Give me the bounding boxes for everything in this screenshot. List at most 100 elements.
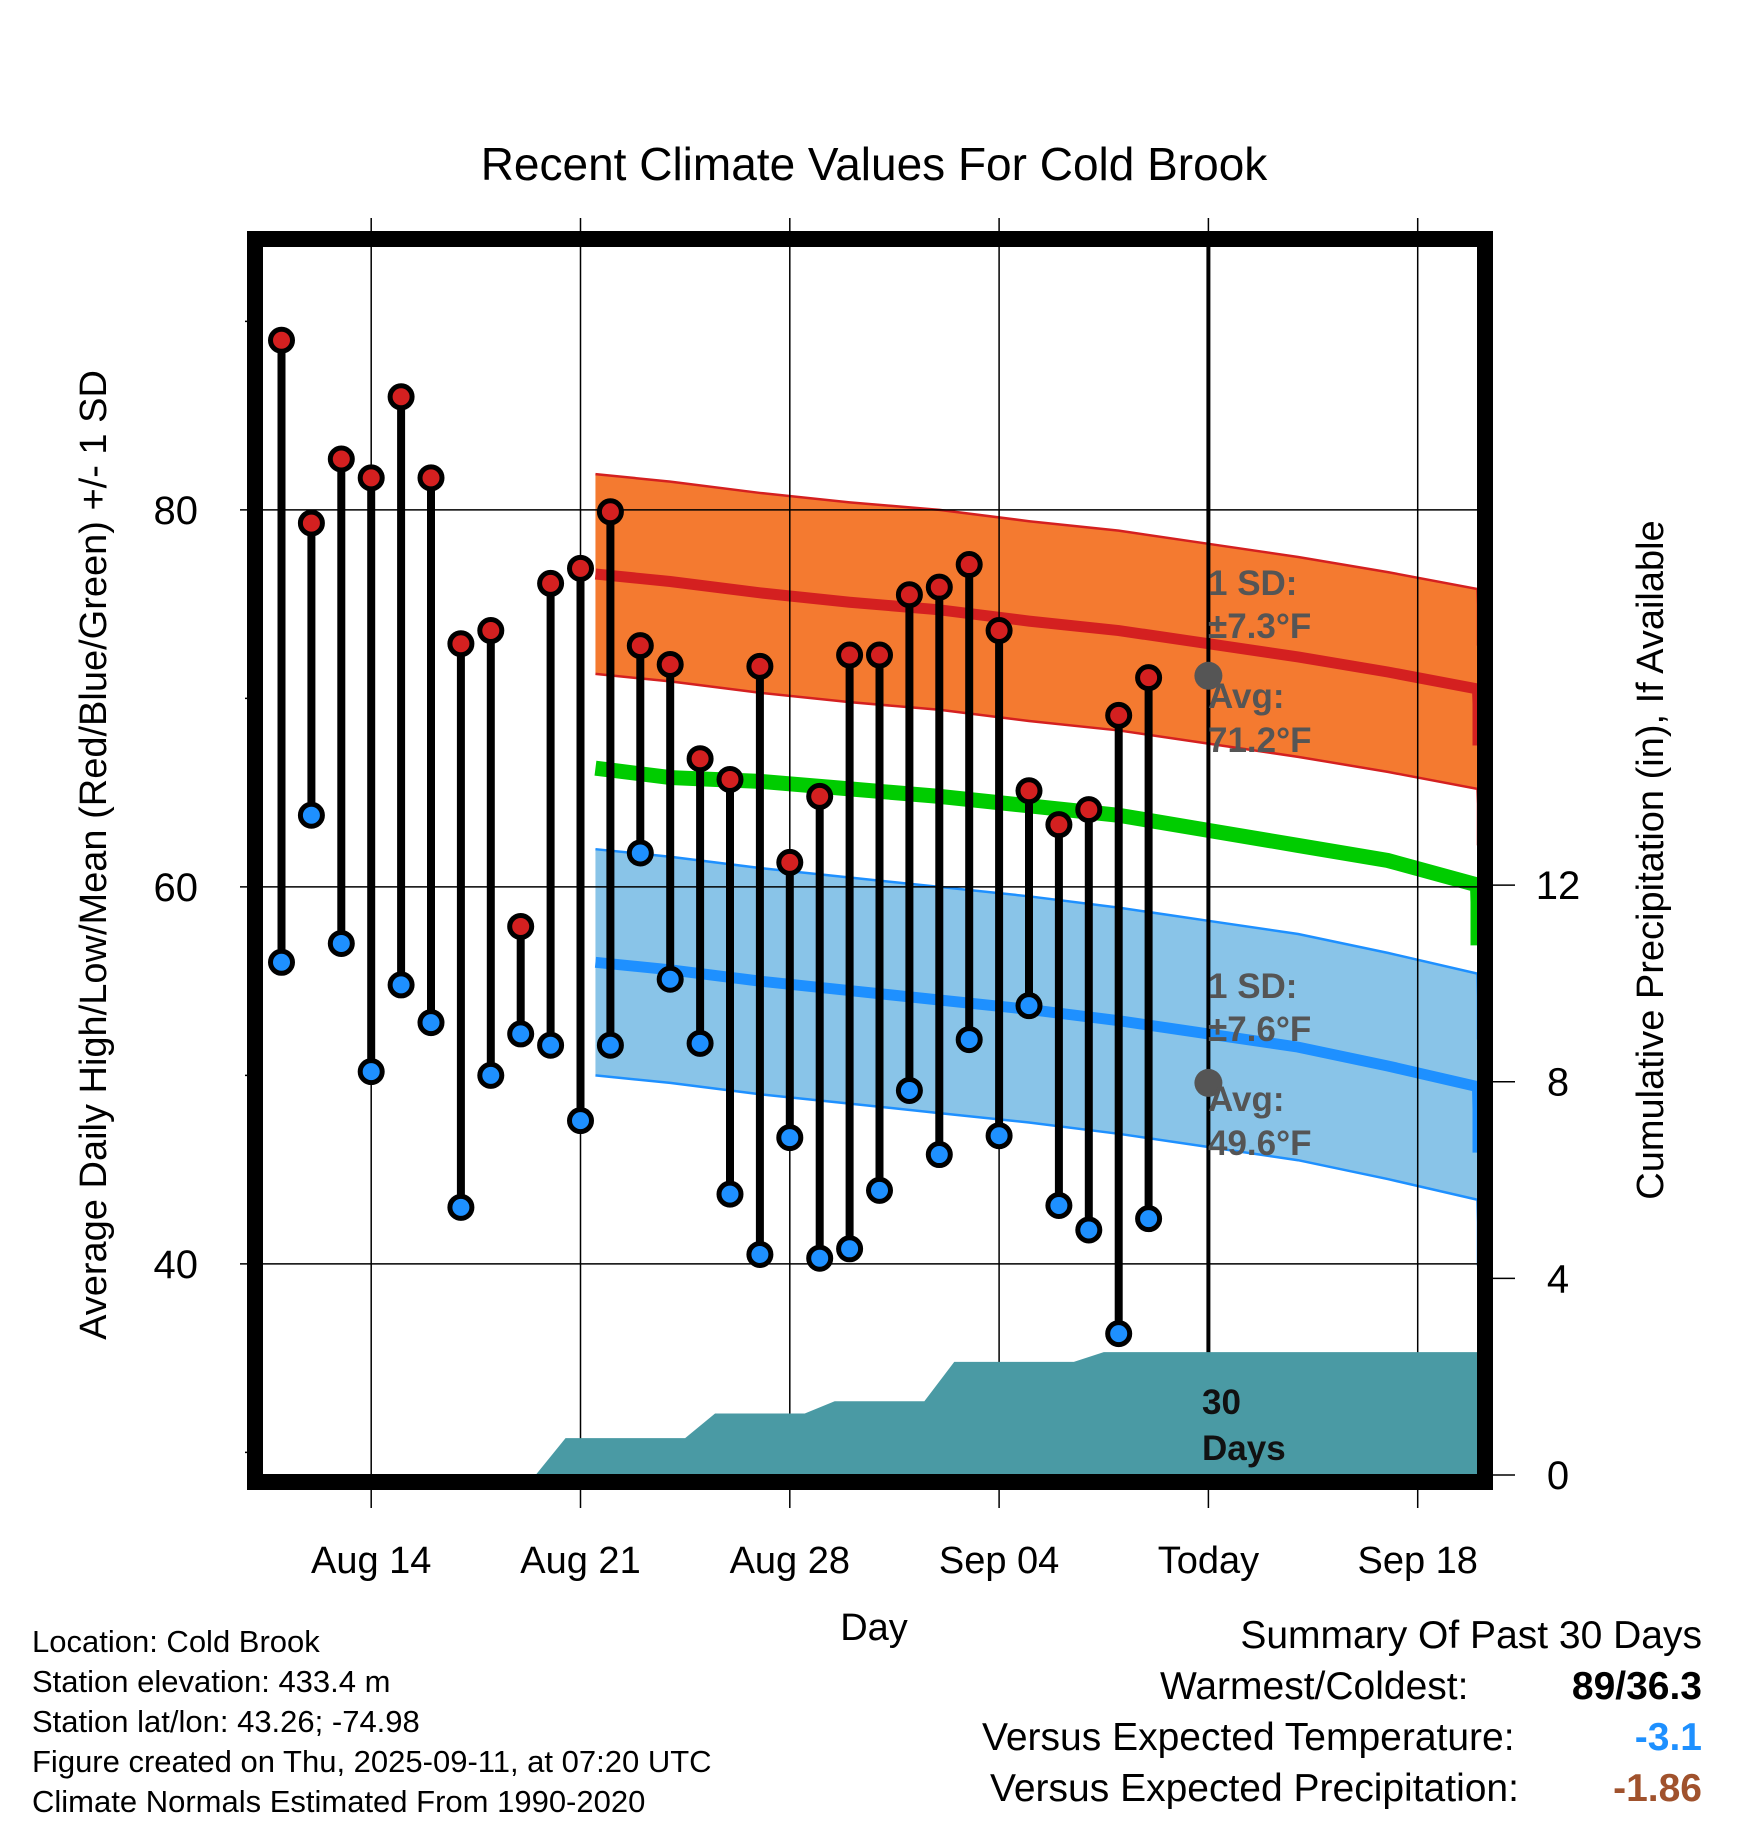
high-point (567, 554, 594, 582)
temp-anomaly-label: Versus Expected Temperature: (982, 1716, 1515, 1759)
high-sd-value: ±7.3°F (1208, 607, 1311, 646)
high-point (268, 326, 295, 354)
low-avg-label: Avg: (1208, 1080, 1284, 1119)
low-point (357, 1058, 385, 1086)
low-point (836, 1235, 864, 1263)
high-point (477, 617, 505, 645)
x-axis-label: Day (840, 1607, 908, 1649)
low-sd-label: 1 SD: (1208, 967, 1297, 1006)
normals-text: Climate Normals Estimated From 1990-2020 (32, 1784, 646, 1819)
low-point (746, 1240, 774, 1268)
station-info: Location: Cold Brook Station elevation: … (32, 1622, 712, 1822)
summary-title: Summary Of Past 30 Days (1240, 1614, 1702, 1657)
high-point (1075, 796, 1103, 824)
low-point (596, 1031, 624, 1059)
high-point (327, 445, 355, 473)
window-label-2: Days (1202, 1429, 1286, 1468)
high-point (626, 632, 654, 660)
low-point (866, 1176, 893, 1204)
created-text: Figure created on Thu, 2025-09-11, at 07… (32, 1744, 712, 1779)
low-point (626, 839, 654, 867)
low-point (895, 1076, 923, 1104)
plot-frame (247, 231, 1493, 1490)
low-point (268, 948, 295, 976)
warm-cold-label: Warmest/Coldest: (1160, 1665, 1469, 1708)
high-point (297, 509, 325, 537)
low-point (507, 1020, 535, 1048)
low-point (1015, 992, 1043, 1020)
low-point (806, 1244, 834, 1272)
low-avg-value: 49.6°F (1208, 1124, 1312, 1163)
low-point (1135, 1205, 1163, 1233)
high-avg-label: Avg: (1208, 677, 1284, 716)
y2-tick-label: 4 (1547, 1257, 1569, 1301)
high-point (925, 573, 953, 601)
high-point (746, 652, 774, 680)
y-tick-label: 60 (154, 866, 199, 910)
high-point (447, 630, 475, 658)
low-point (1105, 1320, 1133, 1348)
y-axis-label: Average Daily High/Low/Mean (Red/Blue/Gr… (73, 370, 115, 1340)
today-high-marker (1194, 661, 1223, 690)
high-avg-value: 71.2°F (1208, 721, 1312, 760)
high-point (1045, 811, 1073, 839)
high-point (1105, 701, 1133, 729)
daily-points (268, 326, 1223, 1348)
y2-tick-label: 0 (1547, 1454, 1569, 1498)
high-point (955, 551, 983, 579)
low-point (447, 1193, 475, 1221)
low-sd-value: ±7.6°F (1208, 1010, 1311, 1049)
precipitation-area (535, 1352, 1478, 1475)
high-sd-band (595, 474, 1478, 846)
plot-border (247, 231, 1493, 1490)
high-point (686, 745, 714, 773)
x-tick-label: Today (1158, 1540, 1259, 1582)
high-sd-label: 1 SD: (1208, 564, 1297, 603)
high-point (716, 765, 744, 793)
precip-anomaly-value: -1.86 (1613, 1767, 1702, 1810)
elevation-text: Station elevation: 433.4 m (32, 1664, 391, 1699)
low-point (925, 1141, 953, 1169)
location-text: Location: Cold Brook (32, 1624, 320, 1659)
temp-anomaly-value: -3.1 (1634, 1716, 1702, 1759)
low-point (985, 1122, 1013, 1150)
high-point (387, 383, 415, 411)
low-point (387, 971, 415, 999)
high-point (656, 650, 684, 678)
y2-tick-label: 12 (1536, 864, 1581, 908)
precip-anomaly-label: Versus Expected Precipitation: (990, 1767, 1519, 1810)
daily-stems (277, 340, 1153, 1334)
today-low-marker (1194, 1068, 1223, 1097)
x-tick-label: Aug 14 (311, 1540, 431, 1582)
x-tick-label: Sep 18 (1357, 1540, 1477, 1582)
high-point (1135, 664, 1163, 692)
y2-tick-label: 8 (1547, 1061, 1569, 1105)
y2-axis-label: Cumulative Precipitation (in), If Availa… (1630, 520, 1672, 1199)
high-point (806, 782, 834, 810)
y-tick-label: 40 (154, 1243, 199, 1287)
chart-title: Recent Climate Values For Cold Brook (481, 138, 1269, 190)
warm-cold-value: 89/36.3 (1571, 1665, 1702, 1708)
low-point (1045, 1191, 1073, 1219)
summary-panel: Summary Of Past 30 Days Warmest/Coldest:… (960, 1614, 1702, 1818)
high-point (866, 641, 893, 669)
low-point (656, 965, 684, 993)
high-point (417, 464, 445, 492)
high-point (776, 848, 804, 876)
x-tick-label: Aug 21 (520, 1540, 640, 1582)
low-point (686, 1029, 714, 1057)
low-point (716, 1180, 744, 1208)
low-point (537, 1031, 565, 1059)
high-point (596, 498, 624, 526)
window-label-1: 30 (1202, 1383, 1241, 1422)
low-point (1075, 1216, 1103, 1244)
low-point (955, 1026, 983, 1054)
high-point (836, 641, 864, 669)
latlon-text: Station lat/lon: 43.26; -74.98 (32, 1704, 420, 1739)
high-point (357, 464, 385, 492)
x-tick-label: Aug 28 (730, 1540, 850, 1582)
low-point (297, 801, 325, 829)
annotations: 1 SD: ±7.3°F Avg: 71.2°F 1 SD: ±7.6°F Av… (1202, 564, 1312, 1468)
low-point (567, 1107, 594, 1135)
